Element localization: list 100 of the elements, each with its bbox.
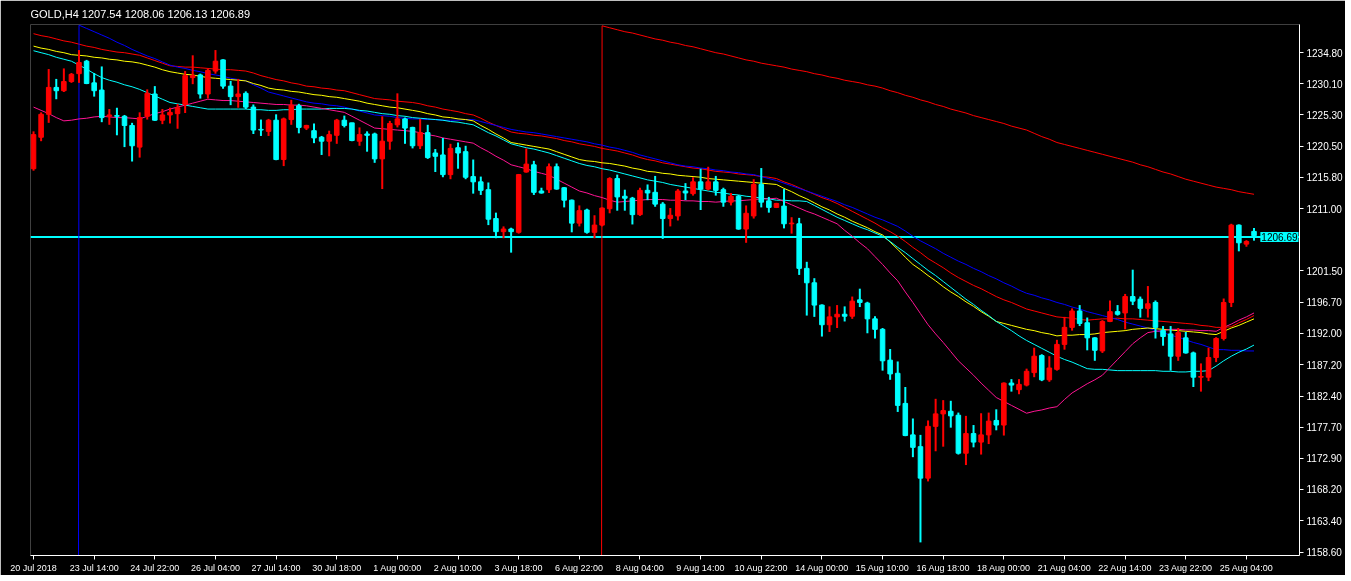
y-tick-label: 1192.00: [1306, 328, 1343, 340]
x-tick-label: 24 Jul 22:00: [130, 562, 180, 573]
y-tick-label: 1201.50: [1306, 265, 1344, 277]
candlestick: [788, 216, 795, 235]
candlestick: [364, 130, 370, 153]
candlestick: [614, 173, 621, 212]
candlestick: [76, 49, 82, 84]
ref-line-label: 1206.69: [1261, 231, 1298, 243]
y-tick-label: 1196.70: [1306, 297, 1343, 309]
candlestick: [576, 204, 583, 228]
x-tick-label: 20 Jul 2018: [10, 562, 57, 573]
candlestick: [1046, 355, 1053, 383]
x-tick-label: 22 Aug 14:00: [1098, 562, 1152, 573]
candlestick: [758, 167, 765, 209]
line-series: [33, 98, 1255, 414]
y-tick-label: 1225.30: [1306, 109, 1344, 121]
candlestick: [189, 54, 196, 86]
candlestick: [1145, 285, 1151, 319]
candlestick: [652, 174, 658, 208]
candlestick: [819, 303, 825, 338]
candlestick: [129, 121, 135, 163]
x-tick-label: 16 Aug 18:00: [916, 562, 970, 573]
candlestick: [932, 397, 939, 453]
y-tick-label: 1230.10: [1306, 78, 1344, 90]
candlestick: [61, 67, 67, 94]
candlestick: [53, 77, 60, 101]
candlestick: [629, 195, 636, 226]
candlestick: [1160, 325, 1166, 347]
x-tick-label: 26 Jul 04:00: [190, 562, 240, 573]
candlestick: [697, 167, 704, 212]
candlestick: [121, 113, 128, 149]
candlestick: [803, 260, 810, 317]
y-tick-label: 1215.80: [1306, 172, 1344, 184]
candlestick: [356, 126, 363, 147]
x-tick-label: 6 Aug 22:00: [555, 562, 604, 573]
candlestick: [857, 287, 863, 309]
candlestick: [591, 214, 598, 240]
candlestick: [887, 348, 893, 381]
x-tick-label: 8 Aug 04:00: [615, 562, 664, 573]
x-tick-label: 30 Jul 18:00: [312, 562, 362, 573]
candlestick: [205, 67, 211, 100]
candlestick: [417, 117, 423, 151]
x-tick-label: 10 Aug 22:00: [734, 562, 788, 573]
candlestick: [1183, 330, 1189, 355]
candlestick: [985, 411, 992, 446]
candlestick: [743, 204, 749, 244]
candlestick: [781, 188, 787, 230]
x-tick-label: 3 Aug 18:00: [494, 562, 543, 573]
candlestick: [568, 198, 575, 234]
x-tick-label: 2 Aug 10:00: [433, 562, 482, 573]
candlestick: [250, 103, 257, 135]
candlestick: [963, 414, 969, 467]
candlestick: [584, 207, 590, 235]
candlestick: [440, 136, 446, 179]
x-tick-label: 25 Aug 04:00: [1219, 562, 1273, 573]
candlestick: [864, 300, 871, 335]
y-tick-label: 1234.80: [1306, 47, 1344, 59]
candlestick: [910, 417, 916, 459]
candlestick: [978, 412, 984, 456]
candlestick: [993, 408, 1000, 432]
y-tick-label: 1182.40: [1306, 391, 1343, 403]
candlestick: [197, 72, 204, 100]
x-tick-label: 23 Jul 14:00: [69, 562, 119, 573]
x-tick-label: 23 Aug 22:00: [1159, 562, 1213, 573]
candlestick: [379, 115, 386, 191]
candlestick: [1198, 362, 1204, 393]
candlestick: [296, 102, 302, 135]
x-tick-label: 1 Aug 00:00: [373, 562, 422, 573]
candlestick: [690, 176, 696, 197]
candlestick: [333, 117, 340, 145]
candlestick: [872, 315, 878, 340]
candlestick: [667, 207, 674, 228]
x-tick-label: 9 Aug 14:00: [676, 562, 725, 573]
candlestick: [326, 129, 332, 158]
candlestick: [235, 77, 241, 109]
y-tick-label: 1177.70: [1306, 422, 1343, 434]
candlestick: [1175, 327, 1181, 362]
candlestick: [811, 277, 818, 318]
candlestick: [455, 141, 461, 170]
candlestick: [402, 116, 408, 145]
candlestick: [826, 305, 833, 333]
x-tick-label: 21 Aug 04:00: [1037, 562, 1091, 573]
candlestick: [849, 295, 856, 320]
candlestick: [318, 134, 325, 156]
y-tick-label: 1158.60: [1306, 547, 1343, 559]
candlestick: [1205, 346, 1212, 383]
candlestick: [144, 88, 151, 121]
chart-title: GOLD,H4 1207.54 1208.06 1206.13 1206.89: [30, 7, 251, 20]
candlestick: [174, 102, 181, 130]
x-tick-label: 14 Aug 00:00: [795, 562, 849, 573]
candlestick: [599, 206, 605, 228]
candlestick: [523, 147, 530, 174]
y-tick-label: 1168.20: [1306, 484, 1343, 496]
candlestick: [38, 111, 44, 143]
y-tick-label: 1172.90: [1306, 453, 1343, 465]
y-tick-label: 1211.00: [1306, 203, 1343, 215]
candlestick: [622, 188, 628, 212]
candlestick: [546, 162, 552, 194]
candlestick: [834, 304, 840, 330]
x-tick-label: 18 Aug 00:00: [977, 562, 1031, 573]
